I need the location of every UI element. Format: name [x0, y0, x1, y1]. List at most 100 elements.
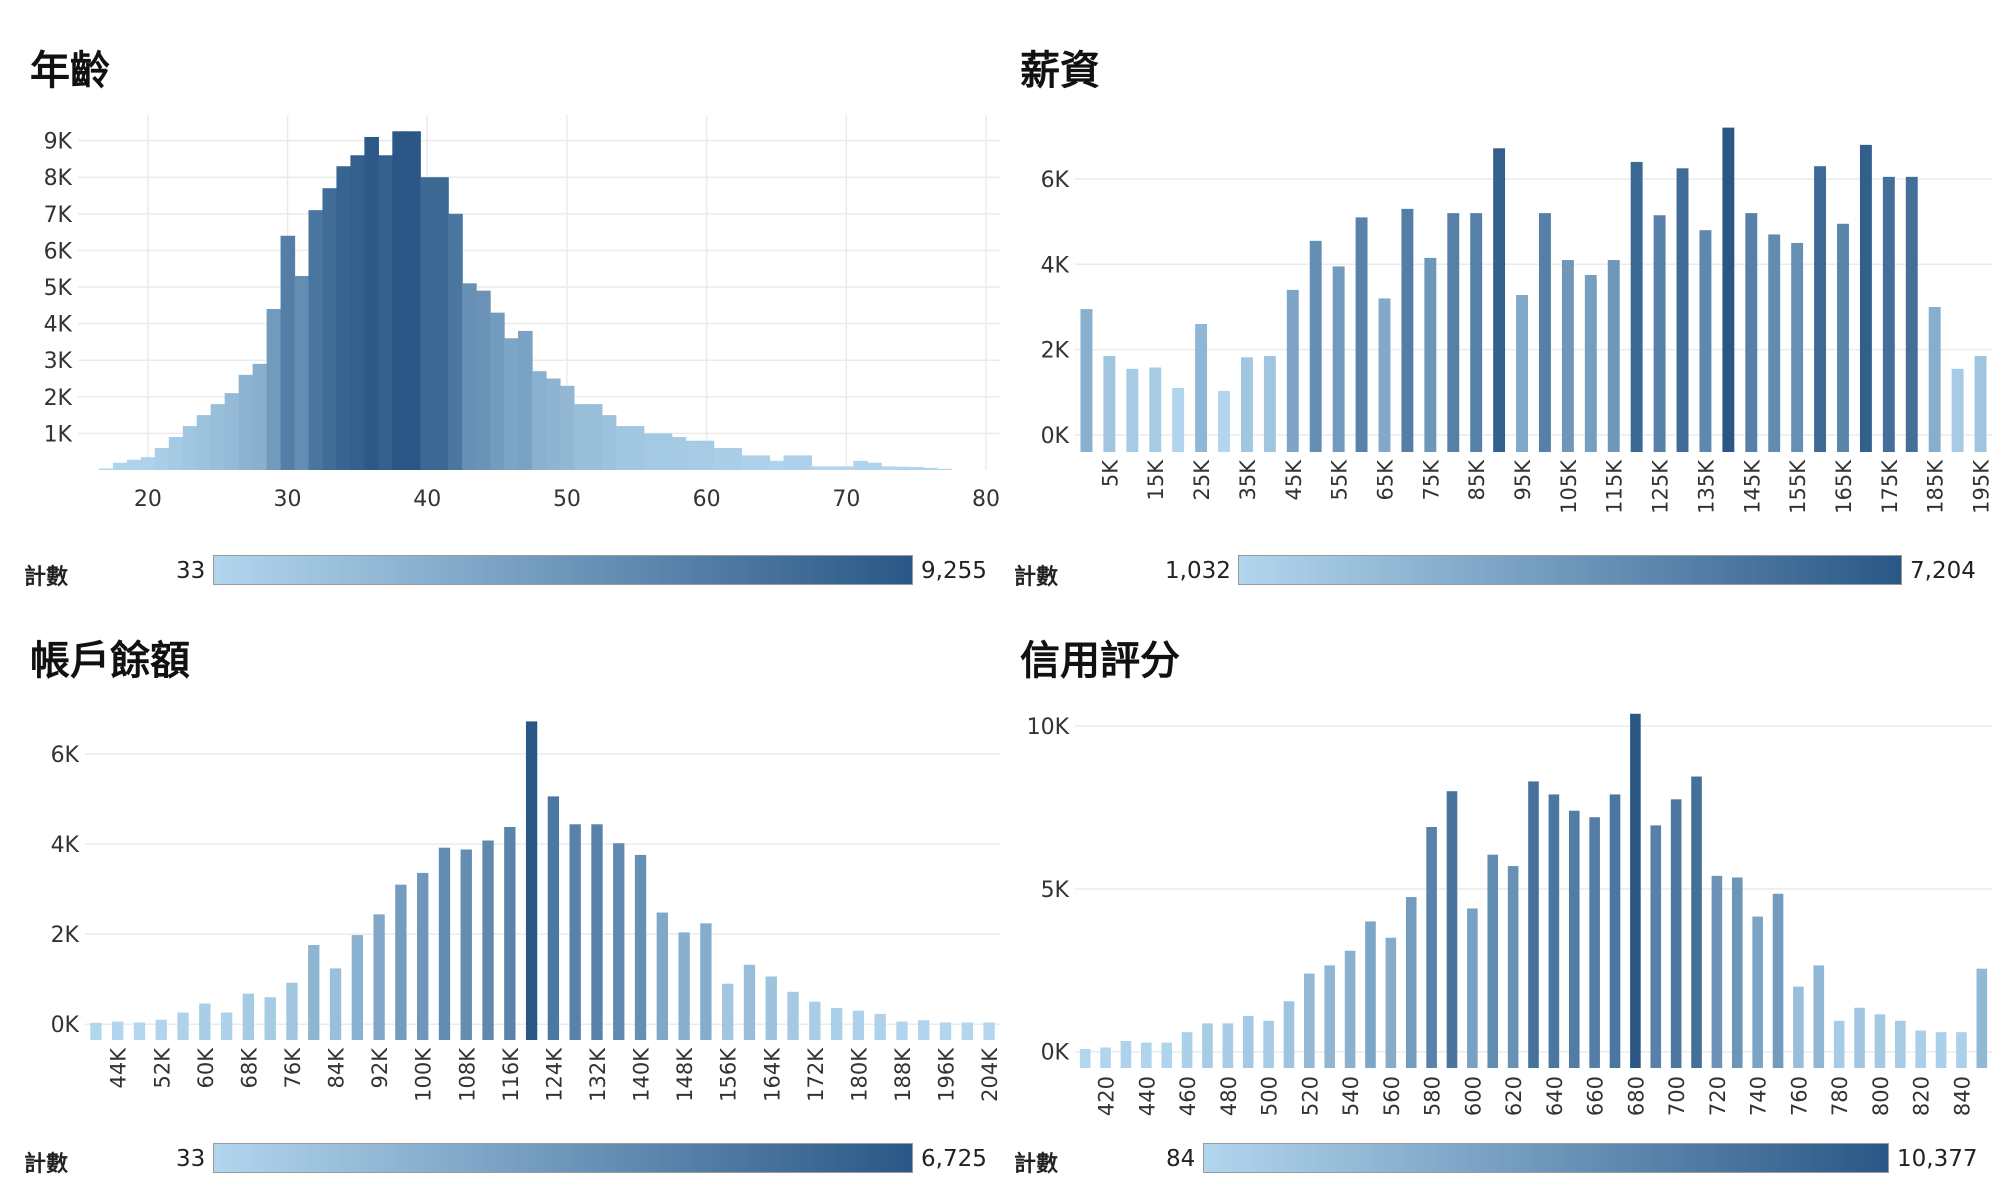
- age-bar: [518, 330, 533, 470]
- credit-chart-title: 信用評分: [1020, 638, 1180, 684]
- salary-bar: [1630, 161, 1643, 452]
- balance-bar: [351, 935, 363, 1040]
- age-bar: [98, 468, 114, 470]
- age-bar: [490, 312, 505, 470]
- salary-x-tick-label: 85K: [1465, 459, 1489, 501]
- salary-x-tick-label: 105K: [1557, 459, 1581, 514]
- age-bar: [182, 426, 198, 470]
- salary-bar: [1561, 260, 1574, 452]
- salary-bar: [1676, 168, 1689, 452]
- age-bar: [350, 155, 365, 470]
- balance-bar: [329, 968, 342, 1040]
- age-bar: [867, 462, 882, 470]
- credit-bar: [1609, 794, 1621, 1068]
- credit-bar: [1630, 713, 1641, 1068]
- salary-bar: [1424, 257, 1437, 452]
- salary-legend-max: 7,204: [1910, 558, 1976, 584]
- credit-bar: [1793, 986, 1804, 1068]
- credit-x-tick-label: 660: [1584, 1076, 1608, 1116]
- age-bar: [168, 437, 184, 470]
- salary-bar: [1309, 240, 1322, 452]
- credit-bar: [1711, 875, 1723, 1068]
- balance-bar: [722, 983, 734, 1040]
- credit-bar: [1589, 817, 1600, 1068]
- age-y-tick-label: 4K: [44, 313, 73, 338]
- age-bar: [196, 415, 212, 470]
- balance-chart-title: 帳戶餘額: [30, 638, 190, 684]
- salary-bar: [1837, 223, 1849, 452]
- balance-bar: [112, 1021, 124, 1040]
- credit-x-tick-label: 500: [1258, 1076, 1282, 1116]
- age-bar: [504, 338, 519, 470]
- age-legend-min: 33: [176, 558, 206, 584]
- credit-bar: [1895, 1020, 1906, 1068]
- age-bar: [322, 188, 338, 471]
- age-bar: [210, 404, 226, 470]
- age-x-tick-label: 50: [553, 487, 581, 512]
- age-bar: [629, 426, 645, 470]
- balance-y-tick-label: 6K: [51, 743, 80, 768]
- balance-bar: [133, 1022, 146, 1040]
- salary-bar: [1974, 356, 1987, 452]
- credit-bar: [1548, 794, 1560, 1068]
- salary-bar: [1332, 266, 1345, 452]
- age-bar: [643, 433, 659, 470]
- age-bar: [937, 468, 952, 470]
- age-bar: [559, 385, 575, 470]
- balance-bar: [939, 1022, 952, 1040]
- salary-bar: [1195, 324, 1208, 452]
- balance-x-tick-label: 60K: [194, 1047, 218, 1089]
- credit-x-tick-label: 560: [1380, 1076, 1404, 1116]
- credit-bar: [1854, 1007, 1865, 1068]
- credit-bar: [1141, 1042, 1152, 1068]
- balance-bar: [177, 1012, 189, 1040]
- salary-legend-label: 計數: [1014, 565, 1059, 590]
- credit-bar: [1079, 1048, 1091, 1068]
- age-bar: [825, 466, 840, 470]
- credit-bar: [1161, 1042, 1172, 1068]
- salary-x-tick-label: 165K: [1832, 459, 1856, 514]
- salary-bar: [1722, 127, 1735, 453]
- age-bar: [154, 448, 170, 470]
- balance-bar: [743, 964, 756, 1040]
- balance-bar: [286, 982, 298, 1040]
- credit-bar: [1935, 1032, 1947, 1068]
- balance-bar: [983, 1022, 995, 1040]
- balance-bar: [787, 991, 799, 1040]
- balance-bar: [199, 1003, 211, 1040]
- balance-bar: [395, 884, 407, 1040]
- credit-bar: [1650, 825, 1662, 1068]
- credit-bar: [1833, 1020, 1845, 1068]
- balance-x-tick-label: 116K: [499, 1047, 523, 1102]
- credit-bar: [1467, 908, 1478, 1068]
- age-x-tick-label: 80: [972, 487, 1000, 512]
- salary-bar: [1653, 215, 1666, 452]
- age-bar: [420, 177, 435, 470]
- age-bar: [769, 460, 785, 470]
- salary-bar: [1126, 368, 1139, 452]
- balance-bar: [569, 824, 581, 1040]
- balance-x-tick-label: 204K: [978, 1047, 1002, 1102]
- age-bar: [126, 459, 142, 470]
- salary-x-tick-label: 195K: [1970, 459, 1994, 514]
- balance-bar: [809, 1001, 821, 1040]
- credit-bar: [1365, 921, 1376, 1068]
- age-bar: [476, 290, 491, 470]
- salary-bar: [1882, 176, 1895, 452]
- balance-bar: [264, 997, 276, 1040]
- balance-legend-max: 6,725: [921, 1146, 987, 1172]
- age-y-tick-label: 6K: [44, 239, 73, 264]
- credit-bar: [1874, 1014, 1886, 1068]
- credit-x-tick-label: 800: [1869, 1076, 1893, 1116]
- salary-bar: [1080, 309, 1093, 452]
- salary-bar: [1103, 356, 1116, 452]
- age-x-tick-label: 60: [693, 487, 721, 512]
- age-bar: [671, 437, 687, 470]
- balance-legend-min: 33: [176, 1146, 206, 1172]
- age-bar: [378, 155, 393, 470]
- credit-x-tick-label: 600: [1461, 1076, 1485, 1116]
- age-bar: [587, 404, 603, 470]
- salary-x-tick-label: 55K: [1328, 459, 1352, 501]
- credit-bar: [1956, 1032, 1967, 1068]
- balance-x-tick-label: 196K: [935, 1047, 959, 1102]
